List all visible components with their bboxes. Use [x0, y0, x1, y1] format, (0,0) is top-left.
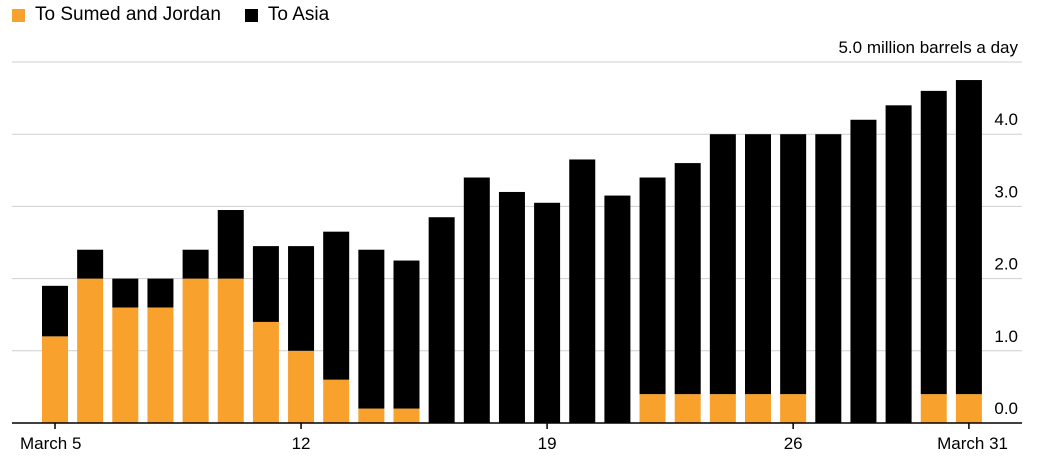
bar-asia — [604, 195, 631, 423]
bar-asia — [885, 105, 912, 423]
legend-label-sumed-jordan: To Sumed and Jordan — [35, 4, 221, 25]
bar-sumed-jordan — [323, 379, 350, 423]
y-tick-label: 3.0 — [994, 182, 1018, 201]
x-tick-label: March 5 — [20, 434, 81, 453]
bar-asia — [498, 191, 525, 423]
bar-asia — [112, 278, 139, 308]
bar-asia — [674, 163, 701, 395]
bar-sumed-jordan — [112, 307, 139, 423]
x-tick-label: 12 — [292, 434, 311, 453]
bar-asia — [955, 80, 982, 395]
y-tick-label: 1.0 — [994, 327, 1018, 346]
y-tick-label: 2.0 — [994, 255, 1018, 274]
bar-asia — [920, 90, 947, 395]
x-tick-label: 19 — [538, 434, 557, 453]
bar-sumed-jordan — [358, 408, 385, 423]
bar-asia — [815, 134, 842, 423]
bar-asia — [323, 231, 350, 380]
y-tick-label: 0.0 — [994, 399, 1018, 418]
bar-asia — [182, 249, 209, 279]
bar-asia — [77, 249, 104, 279]
legend-item-asia: To Asia — [244, 4, 330, 26]
bar-sumed-jordan — [147, 307, 174, 423]
bar-asia — [534, 202, 561, 423]
bar-asia — [745, 134, 771, 395]
bar-sumed-jordan — [674, 394, 701, 423]
bar-sumed-jordan — [252, 321, 279, 423]
x-tick-label: 26 — [784, 434, 803, 453]
x-tick-label: March 31 — [937, 434, 1008, 453]
bar-sumed-jordan — [77, 278, 104, 423]
bar-sumed-jordan — [709, 394, 736, 423]
bar-asia — [639, 177, 666, 395]
bar-asia — [42, 285, 68, 337]
bar-asia — [217, 210, 244, 279]
bar-sumed-jordan — [288, 350, 315, 423]
bar-asia — [780, 134, 807, 395]
bar-asia — [288, 246, 315, 351]
bar-sumed-jordan — [393, 408, 420, 423]
legend-swatch-sumed-jordan — [12, 8, 25, 22]
bar-sumed-jordan — [780, 394, 807, 423]
legend-item-sumed-jordan: To Sumed and Jordan — [12, 4, 221, 26]
bar-asia — [463, 177, 490, 423]
y-tick-label: 4.0 — [994, 110, 1018, 129]
bar-asia — [850, 119, 877, 423]
bar-asia — [393, 260, 420, 409]
bar-asia — [252, 246, 279, 322]
bar-sumed-jordan — [42, 336, 68, 423]
bar-sumed-jordan — [639, 394, 666, 423]
bar-asia — [147, 278, 174, 308]
bar-asia — [709, 134, 736, 395]
bar-asia — [358, 249, 385, 409]
bar-sumed-jordan — [182, 278, 209, 423]
y-unit-label: 5.0 million barrels a day — [838, 38, 1018, 57]
legend-swatch-asia — [244, 8, 258, 22]
legend-label-asia: To Asia — [267, 4, 330, 25]
bar-asia — [569, 159, 596, 423]
bar-sumed-jordan — [745, 394, 771, 423]
bar-asia — [428, 217, 455, 423]
bar-sumed-jordan — [955, 394, 982, 423]
chart-legend: To Sumed and Jordan To Asia — [12, 4, 353, 26]
bar-sumed-jordan — [217, 278, 244, 423]
bar-sumed-jordan — [920, 394, 947, 423]
